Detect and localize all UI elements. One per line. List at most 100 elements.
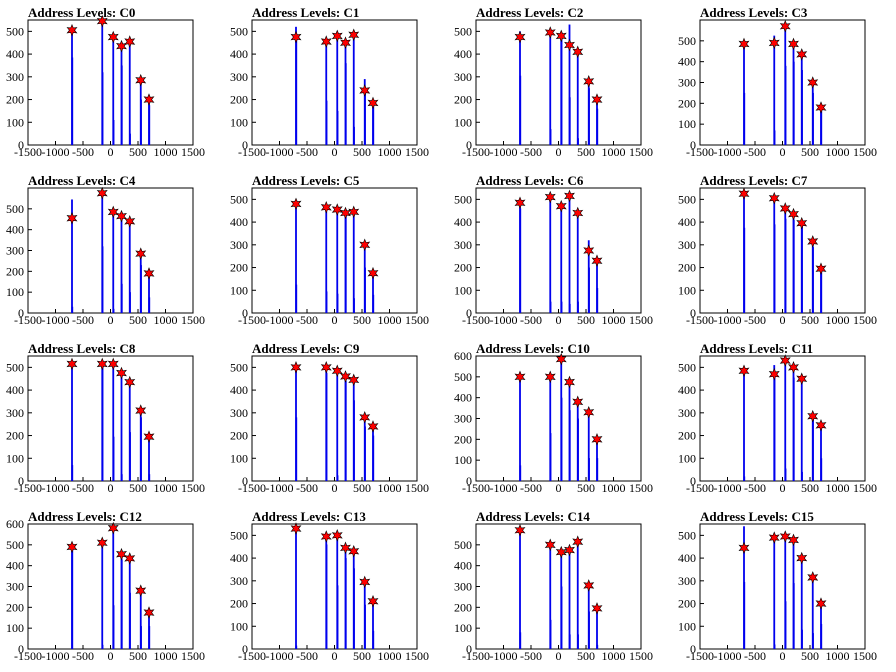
peak-marker [143,267,155,280]
x-tick-label: 1500 [181,313,205,327]
chart-title: Address Levels: C4 [28,173,136,188]
histogram-bar [336,585,339,649]
x-tick-label: 500 [577,145,595,159]
x-tick-label: -1500 [238,145,266,159]
peak-marker [340,36,351,50]
chart-title: Address Levels: C0 [28,5,135,20]
x-tick-label: 0 [780,313,786,327]
peak-marker [591,602,603,615]
peak-marker [107,30,119,44]
chart-title: Address Levels: C14 [476,509,590,524]
peak-marker [807,409,819,423]
peak-marker [815,101,827,114]
peak-marker [555,545,567,559]
x-tick-label: 0 [332,145,338,159]
histogram-bar [800,559,803,649]
y-tick-label: 100 [678,117,696,131]
histogram-bar [372,274,374,313]
x-tick-label: -1000 [490,481,518,495]
histogram-bar [120,474,123,481]
histogram-bar [140,99,142,145]
peak-marker [788,37,799,51]
histogram-bar [549,129,552,145]
histogram-bar [372,630,375,649]
plot-frame [251,19,418,146]
x-tick-label: -1500 [686,313,714,327]
x-tick-label: -1500 [14,313,42,327]
histogram-bar [101,246,104,313]
histogram-bar [773,373,776,481]
x-tick-label: 500 [353,145,371,159]
peak-marker [788,533,799,547]
y-tick-label: 100 [678,619,696,633]
histogram-bar [325,373,328,481]
histogram-bar [577,301,579,313]
peak-marker [591,254,603,268]
peak-marker [331,203,343,216]
y-tick-label: 0 [242,474,248,488]
histogram-bar [129,432,131,481]
x-tick-label: 1500 [405,481,429,495]
x-tick-label: 1000 [602,313,626,327]
x-tick-label: -500 [296,649,318,663]
peak-marker [143,430,155,443]
x-tick-label: -1000 [266,313,294,327]
y-tick-label: 100 [678,451,696,465]
x-tick-label: 0 [108,649,114,663]
histogram-bar [112,38,115,145]
histogram-bar [519,531,521,649]
histogram-bar [519,377,521,481]
chart-title: Address Levels: C11 [700,341,813,356]
histogram-bar [71,365,73,481]
peak-marker [572,206,584,220]
x-tick-label: 0 [332,313,338,327]
peak-marker [591,433,603,446]
peak-marker [348,544,360,558]
x-tick-label: 0 [556,649,562,663]
histogram-bar [71,199,73,313]
peak-marker [779,19,791,33]
histogram-bar [784,601,787,649]
histogram-bar [112,365,115,481]
peak-marker [796,551,808,565]
histogram-bar [773,644,776,649]
plot-frame [27,187,194,314]
histogram-bar [353,298,355,313]
x-tick-label: -1500 [14,481,42,495]
histogram-bar [325,208,328,313]
x-tick-label: 1000 [378,145,402,159]
y-tick-label: 300 [678,76,696,90]
y-tick-label: 0 [690,138,696,152]
histogram-bar [112,120,115,145]
histogram-bar [577,634,579,649]
histogram-bar [801,629,803,649]
histogram-bar [773,130,776,145]
peak-marker [796,48,808,61]
y-tick-label: 400 [6,383,24,397]
peak-marker [788,361,799,374]
histogram-bar [336,475,339,481]
y-tick-label: 200 [230,93,248,107]
peak-marker [583,75,595,88]
y-tick-label: 500 [678,192,696,206]
histogram-bar [295,33,298,145]
x-tick-label: 500 [801,313,819,327]
peak-marker [807,571,819,584]
x-tick-label: 1500 [853,145,877,159]
histogram-bar [549,33,552,145]
y-tick-label: 100 [454,621,472,635]
histogram-bar [792,61,795,145]
peak-marker [738,364,750,378]
chart-panel-8: Address Levels: C80100200300400500-1500-… [6,341,205,495]
histogram-bar [812,633,814,649]
peak-marker [514,370,526,384]
y-tick-label: 100 [6,451,24,465]
histogram-bar [549,377,552,481]
x-tick-label: 1500 [629,649,653,663]
y-tick-label: 500 [6,202,24,216]
histogram-bar [801,471,803,481]
plot-frame [251,187,418,314]
peak-marker [331,364,343,378]
y-tick-label: 200 [454,432,472,446]
peak-marker [768,367,780,381]
